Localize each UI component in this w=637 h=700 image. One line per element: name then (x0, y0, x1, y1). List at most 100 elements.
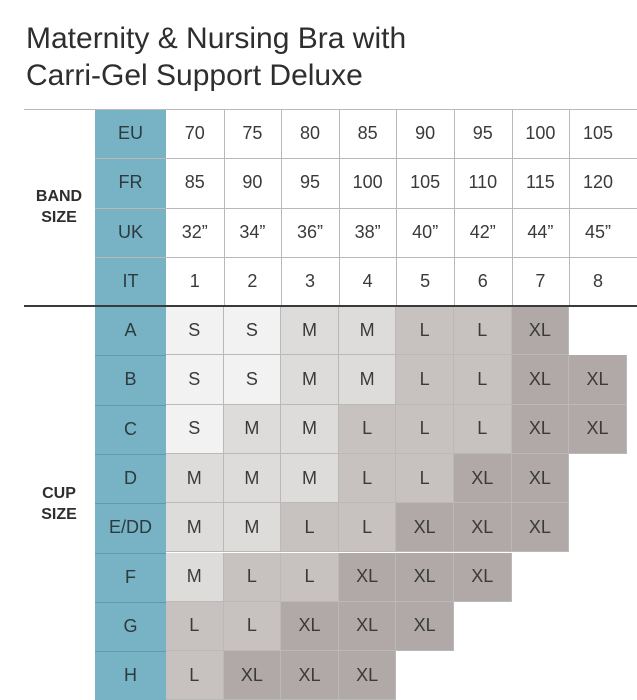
band-size-cell: 8 (592, 271, 603, 292)
cup-size-cell: L (166, 601, 224, 652)
title-line-1: Maternity & Nursing Bra with (26, 22, 407, 55)
band-size-cell: 3 (304, 271, 315, 292)
title-line-2: Carri-Gel Support Deluxe (26, 59, 363, 92)
band-size-cell: 34” (239, 221, 266, 242)
cup-size-row-label: E/DD (108, 517, 152, 538)
cup-size-cell: XL (569, 404, 627, 454)
band-size-row-label: EU (117, 123, 143, 144)
band-size-cell: 42” (469, 221, 496, 242)
cup-size-row-label: H (124, 665, 137, 686)
cup-size-cell: M (281, 355, 339, 405)
cup-size-cell: XL (511, 355, 570, 405)
cup-size-cell: XL (511, 503, 570, 553)
cup-size-cell: L (454, 306, 512, 356)
cup-size-cell: S (223, 306, 282, 356)
cup-size-cell: M (223, 404, 282, 454)
cup-size-cell: L (338, 503, 397, 553)
cup-size-cell: XL (281, 651, 339, 700)
band-size-cell: 32” (181, 221, 208, 242)
grid-line (95, 256, 637, 258)
grid-line (95, 404, 166, 406)
cup-size-cell: L (223, 601, 282, 652)
grid-line (569, 109, 571, 307)
cup-size-cell: M (281, 453, 339, 504)
grid-line (511, 109, 513, 307)
grid-line (454, 109, 455, 307)
cup-size-cell: M (281, 306, 339, 356)
cup-size-cell: L (396, 404, 454, 454)
cup-size-cell: L (338, 404, 397, 454)
cup-size-cell: L (338, 453, 397, 504)
band-size-cell: 6 (477, 271, 488, 292)
band-size-cell: 85 (184, 172, 205, 193)
cup-size-cell: S (166, 306, 224, 356)
band-size-row-label: UK (117, 221, 143, 242)
grid-line (396, 109, 398, 307)
band-size-cell: 5 (420, 271, 431, 292)
band-size-row-label: FR (118, 172, 143, 193)
band-size-cell: 90 (415, 123, 436, 144)
grid-line (95, 601, 166, 603)
band-size-cell: 115 (526, 172, 555, 193)
band-size-cell: 36” (296, 221, 323, 242)
band-size-cell: 80 (299, 123, 320, 144)
band-size-cell: 100 (525, 123, 556, 144)
band-size-cell: 2 (247, 271, 258, 292)
band-size-cell: 100 (352, 172, 383, 193)
band-size-label: BAND SIZE (35, 188, 83, 226)
band-size-cell: 70 (184, 123, 205, 144)
cup-size-cell: XL (454, 503, 512, 553)
cup-size-cell: XL (396, 601, 454, 652)
band-size-cell: 105 (582, 123, 613, 144)
cup-size-cell: L (396, 355, 454, 405)
cup-size-cell: L (166, 651, 224, 700)
cup-size-cell: XL (396, 552, 454, 602)
grid-line (281, 109, 283, 307)
band-size-cell: 40” (412, 221, 439, 242)
row-label-column (95, 109, 166, 700)
band-size-cell: 4 (362, 271, 373, 292)
section-divider (24, 305, 637, 307)
grid-line (95, 158, 637, 160)
grid-line (95, 355, 166, 357)
band-size-cell: 1 (189, 271, 200, 292)
band-size-cell: 110 (468, 172, 498, 193)
cup-size-cell: XL (338, 552, 397, 602)
grid-line (95, 207, 637, 209)
cup-size-cell: M (166, 552, 224, 602)
cup-size-cell: M (338, 306, 397, 356)
cup-size-cell: L (281, 552, 339, 602)
band-size-cell: 120 (582, 172, 613, 193)
band-size-cell: 44” (527, 221, 554, 242)
cup-size-cell: XL (511, 404, 570, 454)
band-size-cell: 95 (472, 123, 493, 144)
cup-size-cell: XL (338, 601, 397, 652)
grid-line (95, 552, 166, 554)
cup-size-row-label: B (124, 369, 137, 390)
cup-size-cell: M (223, 453, 282, 504)
cup-size-row-label: C (124, 418, 137, 439)
cup-size-row-label: G (123, 615, 138, 636)
cup-size-cell: XL (223, 651, 282, 700)
cup-size-cell: XL (511, 453, 570, 504)
band-size-row-label: IT (122, 271, 139, 292)
cup-size-cell: L (396, 453, 454, 504)
cup-size-cell: L (454, 404, 512, 454)
grid-line (95, 453, 166, 455)
grid-line (95, 651, 166, 653)
cup-size-cell: M (223, 503, 282, 553)
cup-size-cell: XL (338, 651, 397, 700)
band-size-cell: 7 (535, 271, 546, 292)
band-size-cell: 75 (242, 123, 263, 144)
top-rule (24, 109, 637, 110)
grid-line (95, 503, 166, 505)
cup-size-cell: XL (454, 453, 512, 504)
cup-size-cell: M (281, 404, 339, 454)
cup-size-row-label: A (124, 320, 137, 341)
band-size-cell: 105 (410, 172, 441, 193)
cup-size-cell: M (338, 355, 397, 405)
cup-size-cell: XL (396, 503, 454, 553)
cup-size-cell: M (166, 503, 224, 553)
cup-size-cell: L (396, 306, 454, 356)
cup-size-cell: XL (511, 306, 570, 356)
